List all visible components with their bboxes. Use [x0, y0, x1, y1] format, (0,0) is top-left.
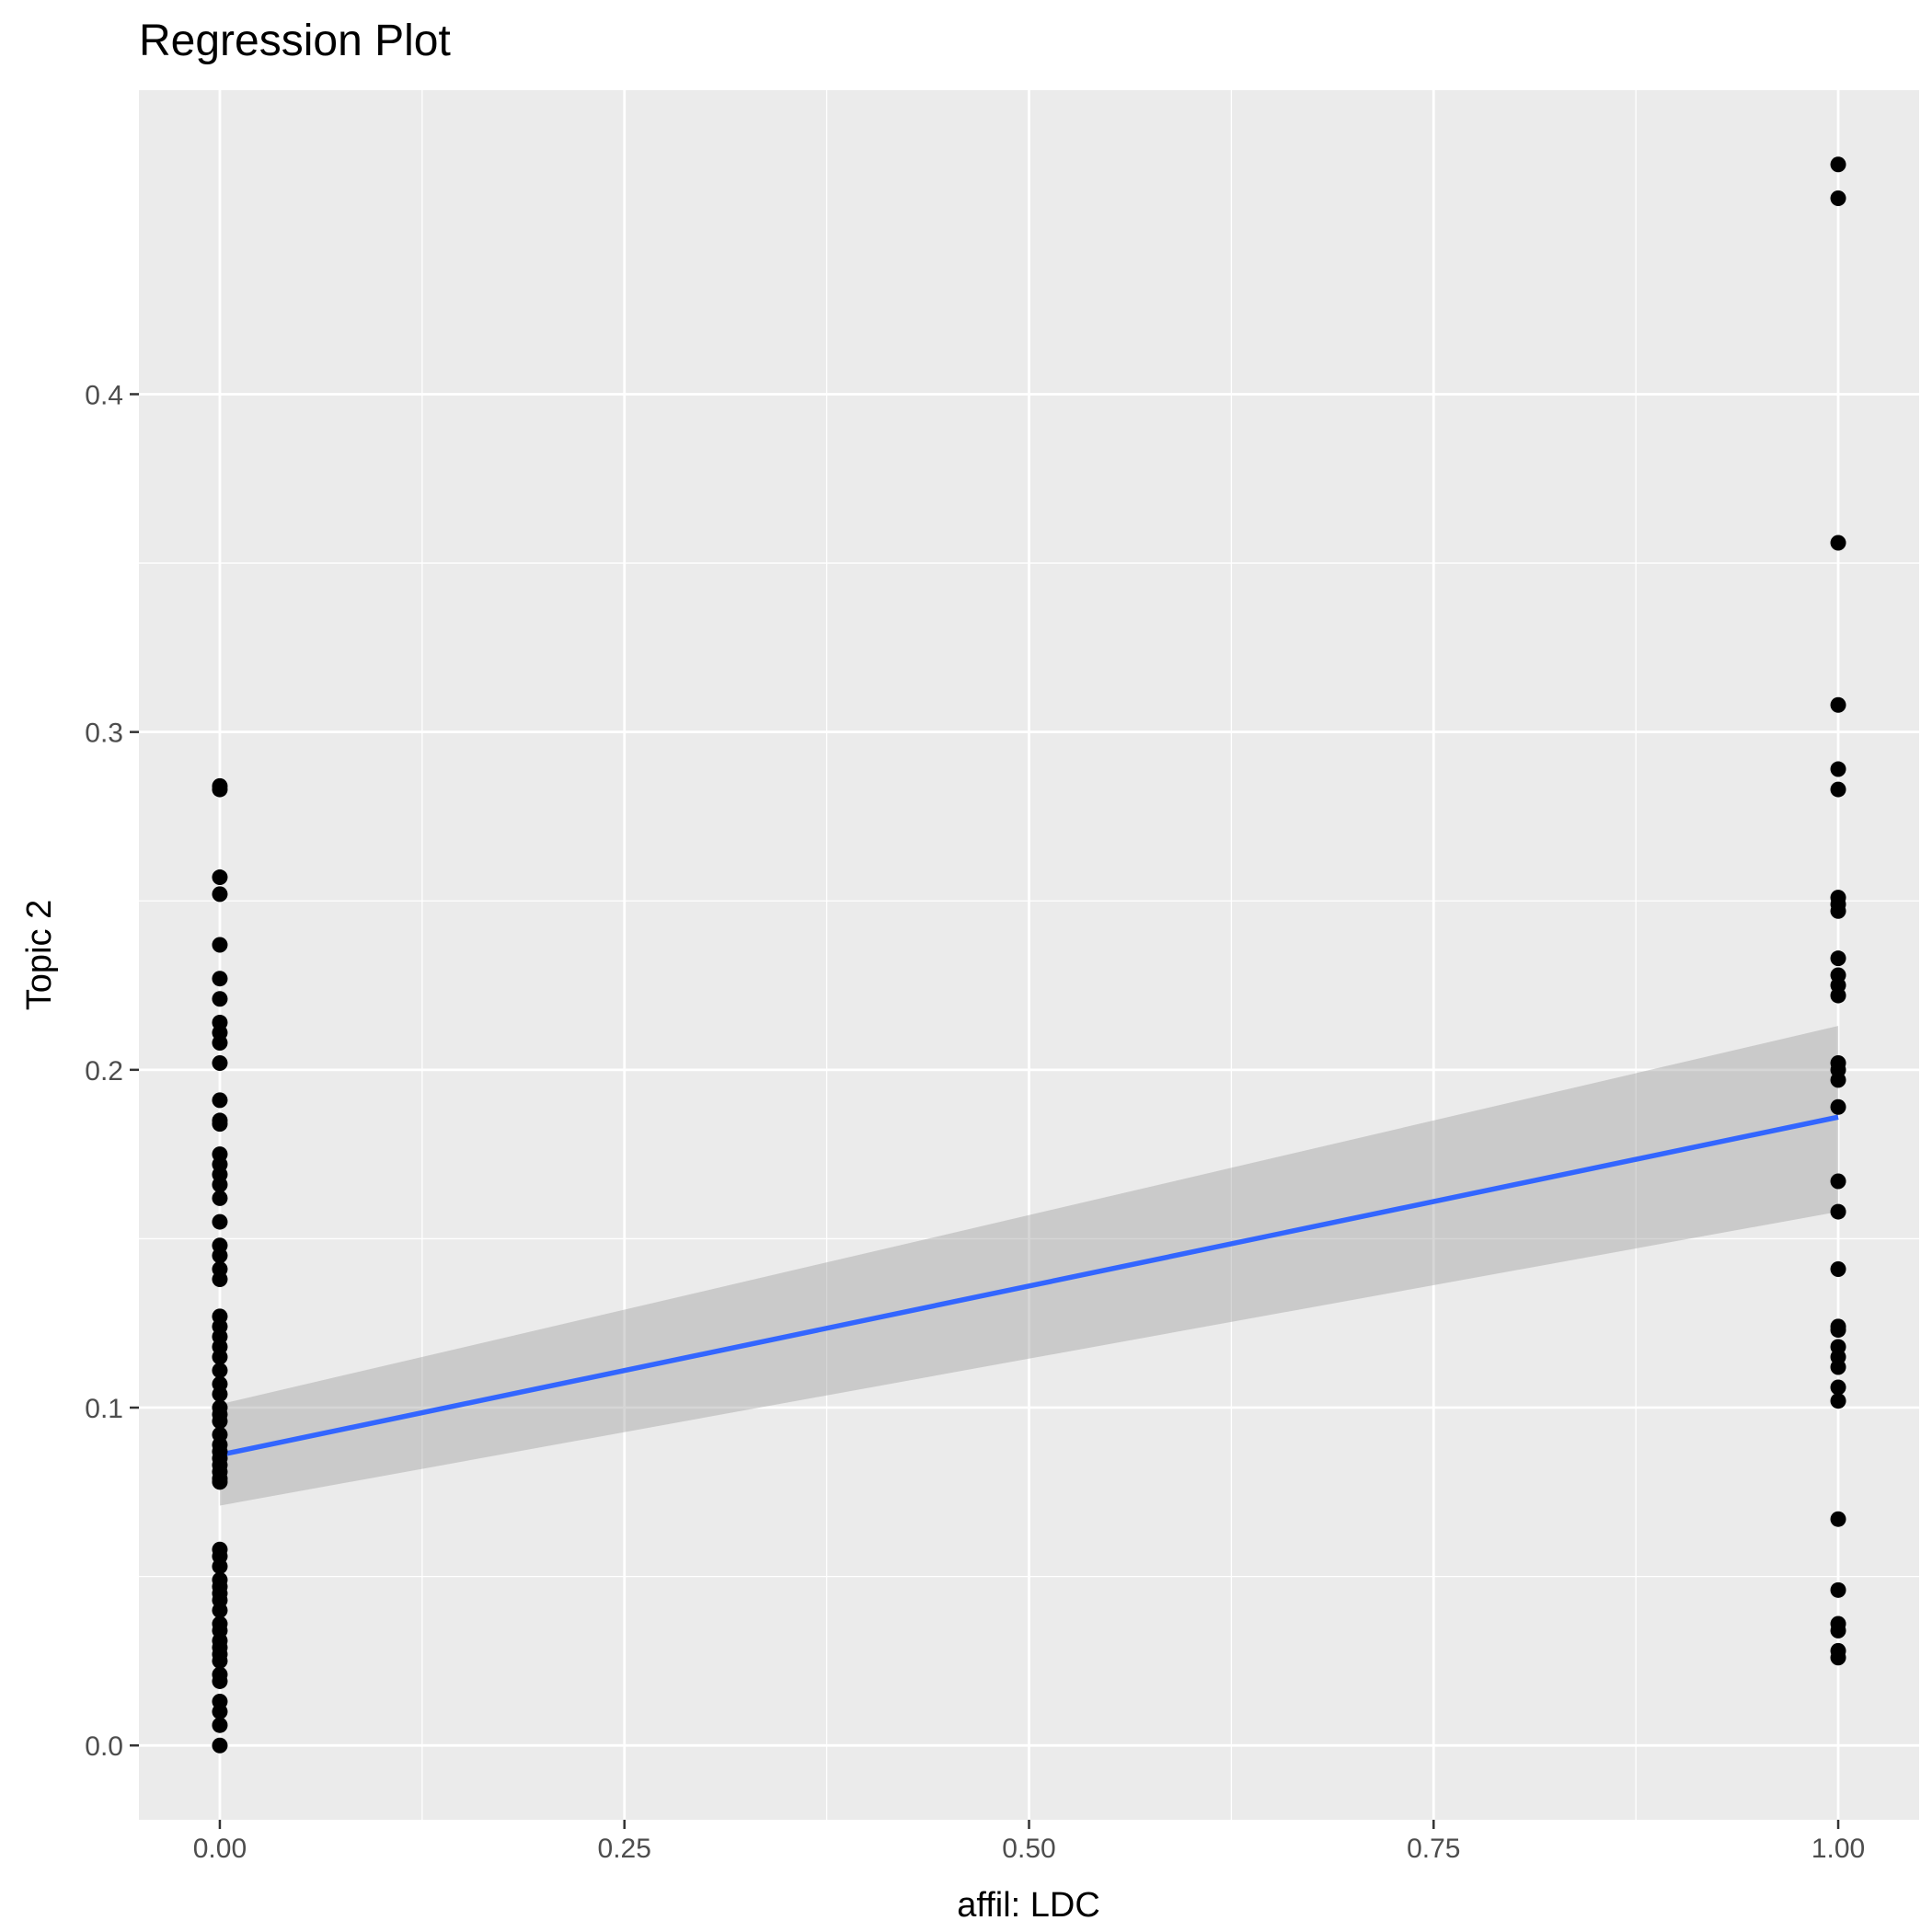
confidence-band — [219, 1026, 1839, 1506]
data-point — [212, 1034, 228, 1051]
x-tick-label: 0.75 — [1407, 1834, 1460, 1864]
data-point — [1830, 1393, 1846, 1409]
data-point — [212, 1271, 228, 1287]
data-point — [1830, 903, 1846, 919]
data-point — [212, 1413, 228, 1430]
data-point — [212, 1474, 228, 1490]
data-point — [1830, 1379, 1846, 1396]
data-point — [212, 1717, 228, 1733]
data-point — [212, 991, 228, 1007]
regression-line — [219, 1114, 1839, 1458]
data-point — [1830, 1359, 1846, 1375]
x-axis-title: affil: LDC — [957, 1886, 1100, 1925]
data-point — [212, 937, 228, 953]
data-point — [212, 1190, 228, 1206]
data-point — [212, 1602, 228, 1618]
data-point — [1830, 190, 1846, 206]
x-tick-label: 0.25 — [598, 1834, 651, 1864]
data-point — [1830, 696, 1846, 713]
x-tick-label: 0.50 — [1002, 1834, 1055, 1864]
data-point — [1830, 1098, 1846, 1115]
y-tick-label: 0.3 — [85, 719, 123, 749]
data-point — [1830, 781, 1846, 798]
data-point — [212, 1092, 228, 1109]
data-point — [212, 1055, 228, 1071]
chart-title: Regression Plot — [139, 17, 451, 65]
data-point — [212, 1177, 228, 1193]
axes: 0.00 0.25 0.50 0.75 1.00 0.0 0.1 0.2 0.3 0.4 — [85, 380, 1865, 1864]
data-point — [212, 1363, 228, 1379]
data-point — [1830, 761, 1846, 777]
data-point — [1830, 1650, 1846, 1666]
data-point — [212, 1558, 228, 1575]
data-point — [1830, 156, 1846, 173]
y-tick-label: 0.2 — [85, 1056, 123, 1087]
data-point — [212, 1652, 228, 1669]
y-tick-label: 0.1 — [85, 1394, 123, 1424]
data-point — [212, 869, 228, 886]
data-point — [212, 1213, 228, 1230]
data-point — [212, 971, 228, 987]
data-point — [212, 1116, 228, 1133]
data-point — [212, 1386, 228, 1402]
data-point — [212, 1248, 228, 1264]
data-point — [1830, 1260, 1846, 1277]
data-point — [1830, 1581, 1846, 1598]
data-point — [1830, 950, 1846, 967]
data-point — [212, 1737, 228, 1754]
data-point — [212, 777, 228, 794]
data-point — [1830, 1511, 1846, 1527]
x-tick-label: 1.00 — [1811, 1834, 1865, 1864]
data-point — [212, 1673, 228, 1689]
data-point — [1830, 1072, 1846, 1088]
data-point — [1830, 1203, 1846, 1220]
y-tick-label: 0.0 — [85, 1731, 123, 1762]
grid-lines — [139, 90, 1919, 1820]
data-point — [1830, 1173, 1846, 1190]
confidence-band-area — [219, 1026, 1839, 1506]
data-point — [212, 1704, 228, 1719]
data-point — [1830, 1322, 1846, 1339]
data-point — [1830, 987, 1846, 1004]
y-tick-label: 0.4 — [85, 380, 123, 410]
data-points — [212, 156, 1846, 1754]
data-point — [212, 1349, 228, 1365]
x-tick-label: 0.00 — [193, 1834, 247, 1864]
regression-line-group — [219, 1114, 1839, 1458]
data-point — [1830, 1622, 1846, 1639]
data-point — [212, 886, 228, 903]
y-axis-title: Topic 2 — [20, 900, 59, 1010]
data-point — [1830, 535, 1846, 551]
